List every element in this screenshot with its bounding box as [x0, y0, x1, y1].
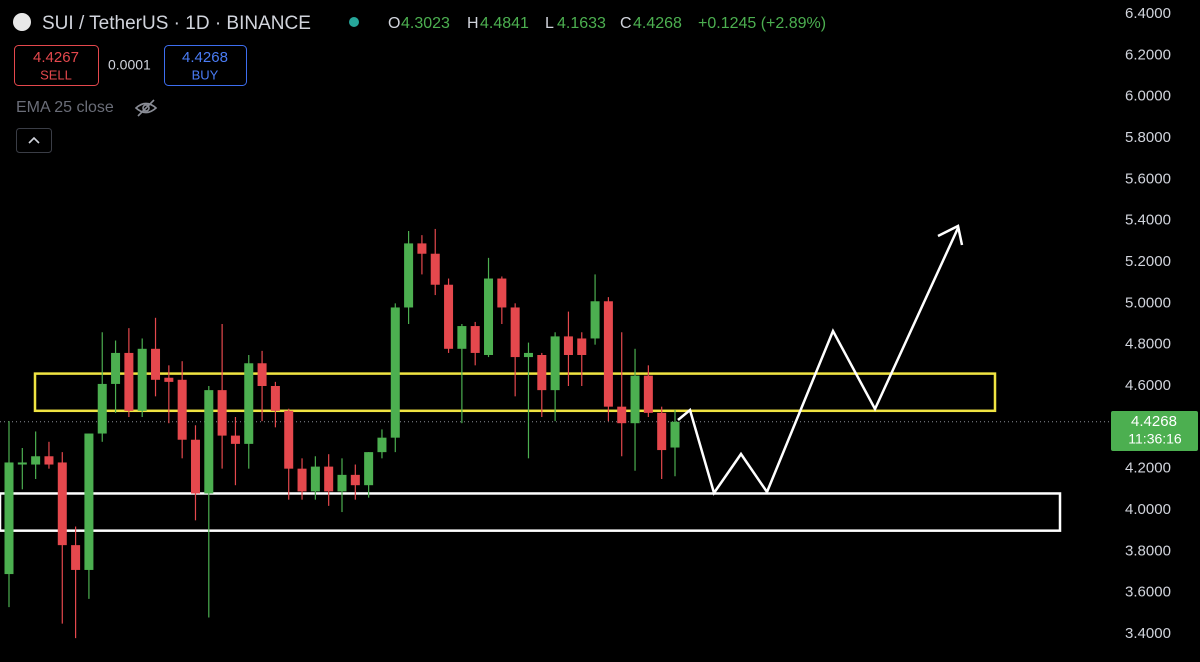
- candle-body: [417, 243, 427, 254]
- plot-area: 3.40003.60003.80004.00004.20004.40004.60…: [0, 5, 1171, 642]
- candle-body: [484, 278, 494, 355]
- candle-body: [217, 390, 227, 436]
- sell-button[interactable]: [14, 45, 99, 86]
- candle-body: [151, 348, 161, 380]
- candle-body: [71, 545, 81, 570]
- zone: [0, 492, 1062, 532]
- y-tick-label: 3.4000: [1125, 625, 1171, 642]
- candle-body: [204, 390, 214, 494]
- buy-button[interactable]: [164, 45, 247, 86]
- candle-body: [577, 338, 587, 355]
- candle-body: [537, 355, 547, 391]
- candle-body: [111, 352, 121, 384]
- candle-body: [137, 348, 147, 411]
- candle-body: [230, 435, 240, 444]
- candle-body: [31, 456, 41, 465]
- y-tick-label: 4.8000: [1125, 336, 1171, 353]
- candle-body: [97, 383, 107, 434]
- candle-body: [164, 377, 174, 382]
- candle-body: [457, 326, 467, 349]
- collapse-button[interactable]: [16, 128, 52, 153]
- caret: [28, 136, 40, 144]
- candle-body: [4, 462, 14, 575]
- candle-body: [364, 452, 374, 486]
- candle-body: [310, 466, 320, 492]
- candle-body: [590, 301, 600, 339]
- y-tick-label: 5.0000: [1125, 294, 1171, 311]
- symbol-icon[interactable]: [13, 13, 31, 31]
- price-tag: [1111, 411, 1198, 451]
- y-tick-label: 6.0000: [1125, 88, 1171, 105]
- status-dot: [349, 17, 359, 27]
- candle-body: [57, 462, 67, 546]
- y-tick-label: 5.8000: [1125, 129, 1171, 146]
- candle-body: [523, 352, 533, 358]
- arrow-head: [937, 224, 964, 246]
- candle-body: [284, 410, 294, 469]
- candle-body: [430, 253, 440, 285]
- candle-body: [297, 468, 307, 492]
- ohlc-key: C: [620, 15, 632, 32]
- ohlc-key: L: [545, 15, 554, 32]
- y-tick-label: 5.2000: [1125, 253, 1171, 270]
- candle-body: [270, 386, 280, 411]
- buy-price: 4.4268: [182, 49, 228, 66]
- candle-body: [444, 284, 454, 349]
- ohlc-key: H: [467, 15, 479, 32]
- y-tick-label: 5.6000: [1125, 170, 1171, 187]
- symbol-title[interactable]: SUI / TetherUS · 1D · BINANCE: [42, 13, 311, 34]
- candle-body: [390, 307, 400, 438]
- y-tick-label: 4.6000: [1125, 377, 1171, 394]
- candle-body: [550, 336, 560, 391]
- candle-body: [257, 363, 267, 386]
- spread: 0.0001: [108, 57, 151, 73]
- candle-body: [324, 466, 334, 492]
- y-tick-label: 3.8000: [1125, 542, 1171, 559]
- candle-body: [17, 462, 27, 465]
- candle-body: [470, 326, 480, 353]
- candle-body: [603, 301, 613, 407]
- y-tick-label: 6.4000: [1125, 5, 1171, 22]
- candle-body: [337, 474, 347, 492]
- candle-body: [377, 437, 387, 453]
- candle-body: [617, 406, 627, 424]
- ohlc-value: 4.4841: [480, 15, 529, 32]
- candle-body: [177, 379, 187, 440]
- projection-path: [677, 227, 960, 496]
- candle-body: [657, 412, 667, 451]
- buy-label: BUY: [192, 67, 219, 82]
- ohlc-value: 4.1633: [557, 15, 606, 32]
- candle-body: [404, 243, 414, 308]
- sell-price: 4.4267: [33, 49, 79, 66]
- candle-body: [643, 375, 653, 413]
- candle-body: [124, 352, 134, 411]
- price-tag-price: 4.4268: [1131, 413, 1177, 430]
- candle-body: [630, 375, 640, 424]
- price-change: +0.1245 (+2.89%): [698, 15, 826, 32]
- candle-body: [670, 421, 680, 448]
- candle-body: [190, 439, 200, 494]
- hide-icon[interactable]: [134, 99, 158, 117]
- ohlc-value: 4.4268: [633, 15, 682, 32]
- candle-body: [244, 363, 254, 444]
- y-tick-label: 6.2000: [1125, 46, 1171, 63]
- ohlc-key: O: [388, 15, 400, 32]
- y-tick-label: 4.0000: [1125, 501, 1171, 518]
- y-tick-label: 3.6000: [1125, 584, 1171, 601]
- indicator-label[interactable]: EMA 25 close: [16, 99, 114, 116]
- candle-body: [44, 456, 54, 465]
- sell-label: SELL: [40, 67, 72, 82]
- candle-body: [350, 474, 360, 486]
- candle-body: [510, 307, 520, 358]
- candle-body: [84, 433, 94, 570]
- candle-body: [497, 278, 507, 308]
- y-tick-label: 5.4000: [1125, 212, 1171, 229]
- y-tick-label: 4.2000: [1125, 460, 1171, 477]
- ohlc-value: 4.3023: [401, 15, 450, 32]
- price-tag-countdown: 11:36:16: [1128, 431, 1182, 447]
- candle-body: [563, 336, 573, 355]
